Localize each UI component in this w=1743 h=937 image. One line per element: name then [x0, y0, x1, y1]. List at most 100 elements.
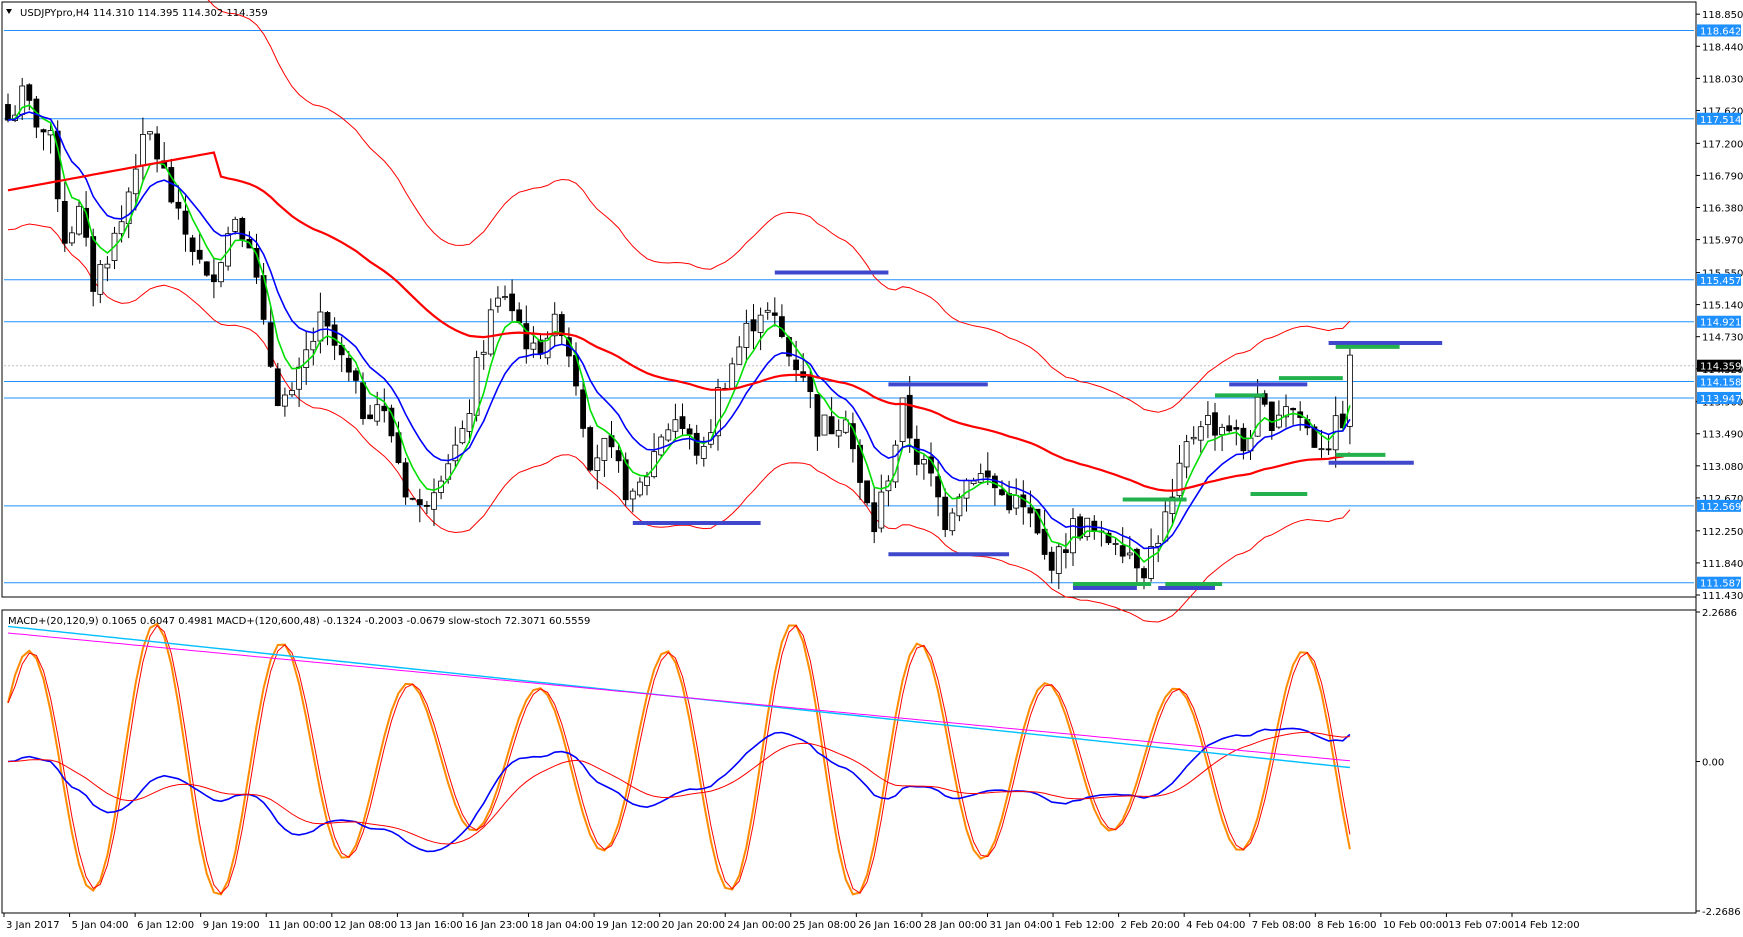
level-badge-box	[1697, 315, 1741, 328]
ema-mid-line	[7, 111, 1351, 550]
candle-body	[587, 427, 594, 471]
candle-body	[423, 504, 430, 507]
candle-body	[281, 394, 288, 407]
candle-body	[644, 476, 650, 486]
time-tick-label: 28 Jan 00:00	[924, 920, 987, 931]
candle-body	[452, 444, 459, 462]
candle-body	[700, 446, 707, 459]
candle-body	[303, 349, 310, 368]
candle-body	[402, 462, 409, 498]
candle-body	[345, 357, 352, 373]
time-tick-label: 13 Feb 07:00	[1448, 920, 1514, 931]
time-tick-label: 9 Jan 19:00	[203, 920, 260, 931]
candle-body	[97, 263, 104, 295]
time-tick-label: 6 Jan 12:00	[137, 920, 194, 931]
time-tick-label: 31 Jan 04:00	[989, 920, 1052, 931]
candle-body	[1176, 462, 1183, 497]
candle-body	[324, 312, 331, 327]
candle-body	[935, 476, 941, 498]
candle-body	[232, 218, 239, 232]
candle-body	[203, 261, 210, 276]
candle-body	[40, 129, 47, 133]
candle-body	[1055, 546, 1062, 574]
indicator-tick-label: 2.2686	[1702, 608, 1737, 619]
level-badge-box	[1697, 391, 1741, 404]
candle-body	[1219, 426, 1225, 436]
candle-body	[310, 340, 317, 351]
candle-body	[629, 490, 636, 500]
candle-body	[61, 200, 68, 244]
candle-body	[1070, 518, 1076, 554]
candle-body	[317, 311, 324, 342]
candle-body	[1112, 543, 1119, 545]
candle-body	[1034, 508, 1041, 534]
menu-triangle-icon[interactable]	[6, 9, 12, 14]
time-tick-label: 26 Jan 16:00	[858, 920, 921, 931]
candle-body	[1134, 548, 1140, 569]
candle-body	[921, 459, 927, 465]
candle-body	[132, 168, 139, 195]
candle-body	[274, 368, 281, 407]
candle-body	[360, 382, 366, 419]
time-tick-label: 13 Jan 16:00	[399, 920, 462, 931]
time-tick-label: 10 Feb 00:00	[1383, 920, 1449, 931]
price-tick-label: 118.440	[1702, 42, 1743, 53]
level-badge-box	[1697, 499, 1741, 512]
candle-body	[807, 375, 814, 393]
macd-fast-line	[7, 727, 1351, 853]
envelope-upper-line	[207, 0, 1351, 413]
candle-body	[736, 346, 743, 365]
candle-body	[523, 323, 530, 350]
candle-body	[942, 496, 949, 531]
candle-body	[622, 459, 629, 501]
candle-body	[5, 104, 11, 121]
envelope-lower-line	[7, 223, 1351, 623]
candle-body	[1063, 549, 1069, 553]
indicator-lines	[7, 622, 1351, 896]
price-tick-label: 117.620	[1702, 106, 1743, 117]
current-price-label: 114.359	[1700, 362, 1741, 373]
candle-body	[1226, 425, 1233, 432]
candle-body	[594, 457, 601, 471]
candle-body	[1290, 407, 1296, 411]
candle-body	[1240, 427, 1247, 452]
moving-averages	[7, 104, 1351, 563]
price-tick-label: 118.850	[1702, 10, 1743, 21]
candle-body	[480, 351, 487, 355]
candle-body	[1048, 551, 1055, 571]
candle-body	[118, 221, 125, 235]
candle-body	[416, 499, 423, 506]
candle-body	[367, 414, 374, 420]
level-badge: 114.158	[1697, 375, 1741, 388]
candle-body	[147, 131, 153, 135]
price-tick-label: 115.140	[1702, 301, 1743, 312]
candle-body	[331, 324, 338, 346]
candle-body	[658, 436, 665, 456]
candles	[5, 77, 1353, 590]
candle-body	[26, 84, 33, 101]
candle-body	[182, 210, 189, 235]
candle-body	[679, 416, 686, 429]
candle-body	[665, 429, 672, 441]
candle-body	[1197, 426, 1204, 441]
time-tick-label: 14 Feb 12:00	[1514, 920, 1580, 931]
candle-body	[487, 309, 494, 355]
time-tick-label: 20 Jan 20:00	[662, 920, 725, 931]
time-tick-label: 16 Jan 23:00	[465, 920, 528, 931]
candle-body	[1119, 545, 1126, 557]
candle-body	[729, 363, 736, 389]
time-tick-label: 1 Feb 12:00	[1055, 920, 1114, 931]
candle-body	[956, 496, 963, 517]
candle-body	[551, 313, 558, 337]
price-tick-label: 113.490	[1702, 430, 1743, 441]
price-tick-label: 113.080	[1702, 462, 1743, 473]
price-tick-label: 112.250	[1702, 527, 1743, 538]
candle-body	[1148, 546, 1154, 579]
candle-body	[999, 489, 1005, 496]
time-tick-label: 25 Jan 08:00	[793, 920, 856, 931]
time-tick-label: 5 Jan 04:00	[72, 920, 129, 931]
time-tick-label: 12 Jan 08:00	[334, 920, 397, 931]
current-price-badge: 114.359	[1697, 359, 1741, 373]
level-badge-box	[1697, 576, 1741, 589]
